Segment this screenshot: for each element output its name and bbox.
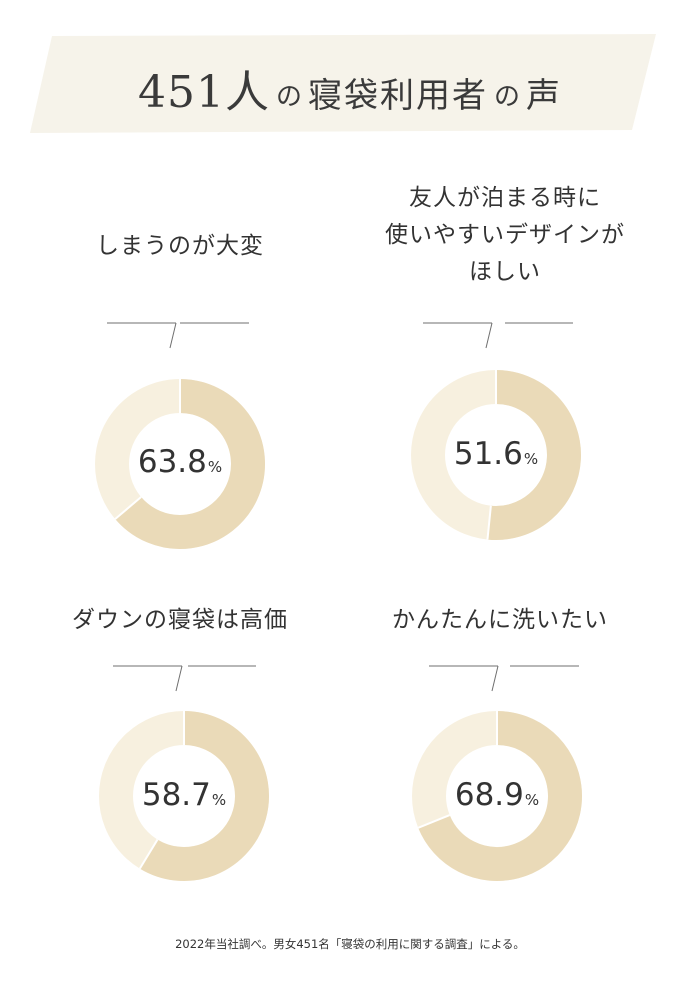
title-subject: 寝袋利用者 — [307, 76, 488, 116]
chart-2-percent-unit: % — [523, 450, 539, 468]
chart-4-callout-slash — [491, 665, 499, 692]
chart-2-ring-divider-2 — [486, 505, 492, 540]
chart-2-question-line-2: 使いやすいデザインが — [385, 222, 625, 248]
footnote: 2022年当社調べ。男女451名「寝袋の利用に関する調査」による。 — [175, 937, 525, 951]
title-person: 人 — [224, 67, 270, 118]
chart-4-percent: 68.9% — [427, 777, 567, 813]
chart-1-question: しまうのが大変 — [55, 228, 305, 265]
chart-3-ring-divider-2 — [138, 839, 159, 870]
chart-4-question: かんたんに洗いたい — [365, 602, 635, 639]
chart-3-percent-unit: % — [211, 791, 227, 809]
title-count: 451 — [137, 67, 225, 118]
chart-4-question-line-1: かんたんに洗いたい — [392, 607, 608, 633]
chart-3-question: ダウンの寝袋は高価 — [45, 602, 315, 639]
chart-4-ring-divider-2 — [417, 814, 451, 829]
chart-2-question: 友人が泊まる時に 使いやすいデザインが ほしい — [355, 180, 655, 291]
chart-3-percent-value: 58.7 — [141, 777, 211, 813]
chart-2-question-line-3: ほしい — [469, 259, 541, 285]
title-particle-1: の — [275, 82, 302, 112]
chart-1-callout-slash — [169, 322, 177, 349]
chart-4-percent-value: 68.9 — [454, 777, 524, 813]
chart-2-percent: 51.6% — [426, 436, 566, 472]
chart-3-question-line-1: ダウンの寝袋は高価 — [72, 607, 288, 633]
page-title: 451人の寝袋利用者の声 — [0, 56, 700, 120]
chart-1-ring-divider-2 — [114, 496, 142, 520]
chart-3-callout-slash — [175, 665, 183, 692]
chart-1-percent-unit: % — [207, 458, 223, 476]
chart-2-question-line-1: 友人が泊まる時に — [409, 185, 601, 211]
chart-1-percent-value: 63.8 — [137, 444, 207, 480]
chart-1-question-line-1: しまうのが大変 — [96, 233, 264, 259]
title-banner — [30, 34, 656, 133]
chart-2-callout-slash — [485, 322, 493, 349]
chart-2-percent-value: 51.6 — [453, 436, 523, 472]
title-particle-2: の — [493, 82, 520, 112]
title-voice: 声 — [526, 76, 562, 116]
chart-3-percent: 58.7% — [114, 777, 254, 813]
chart-4-percent-unit: % — [524, 791, 540, 809]
chart-1-percent: 63.8% — [110, 444, 250, 480]
title-banner-shape — [30, 34, 656, 133]
